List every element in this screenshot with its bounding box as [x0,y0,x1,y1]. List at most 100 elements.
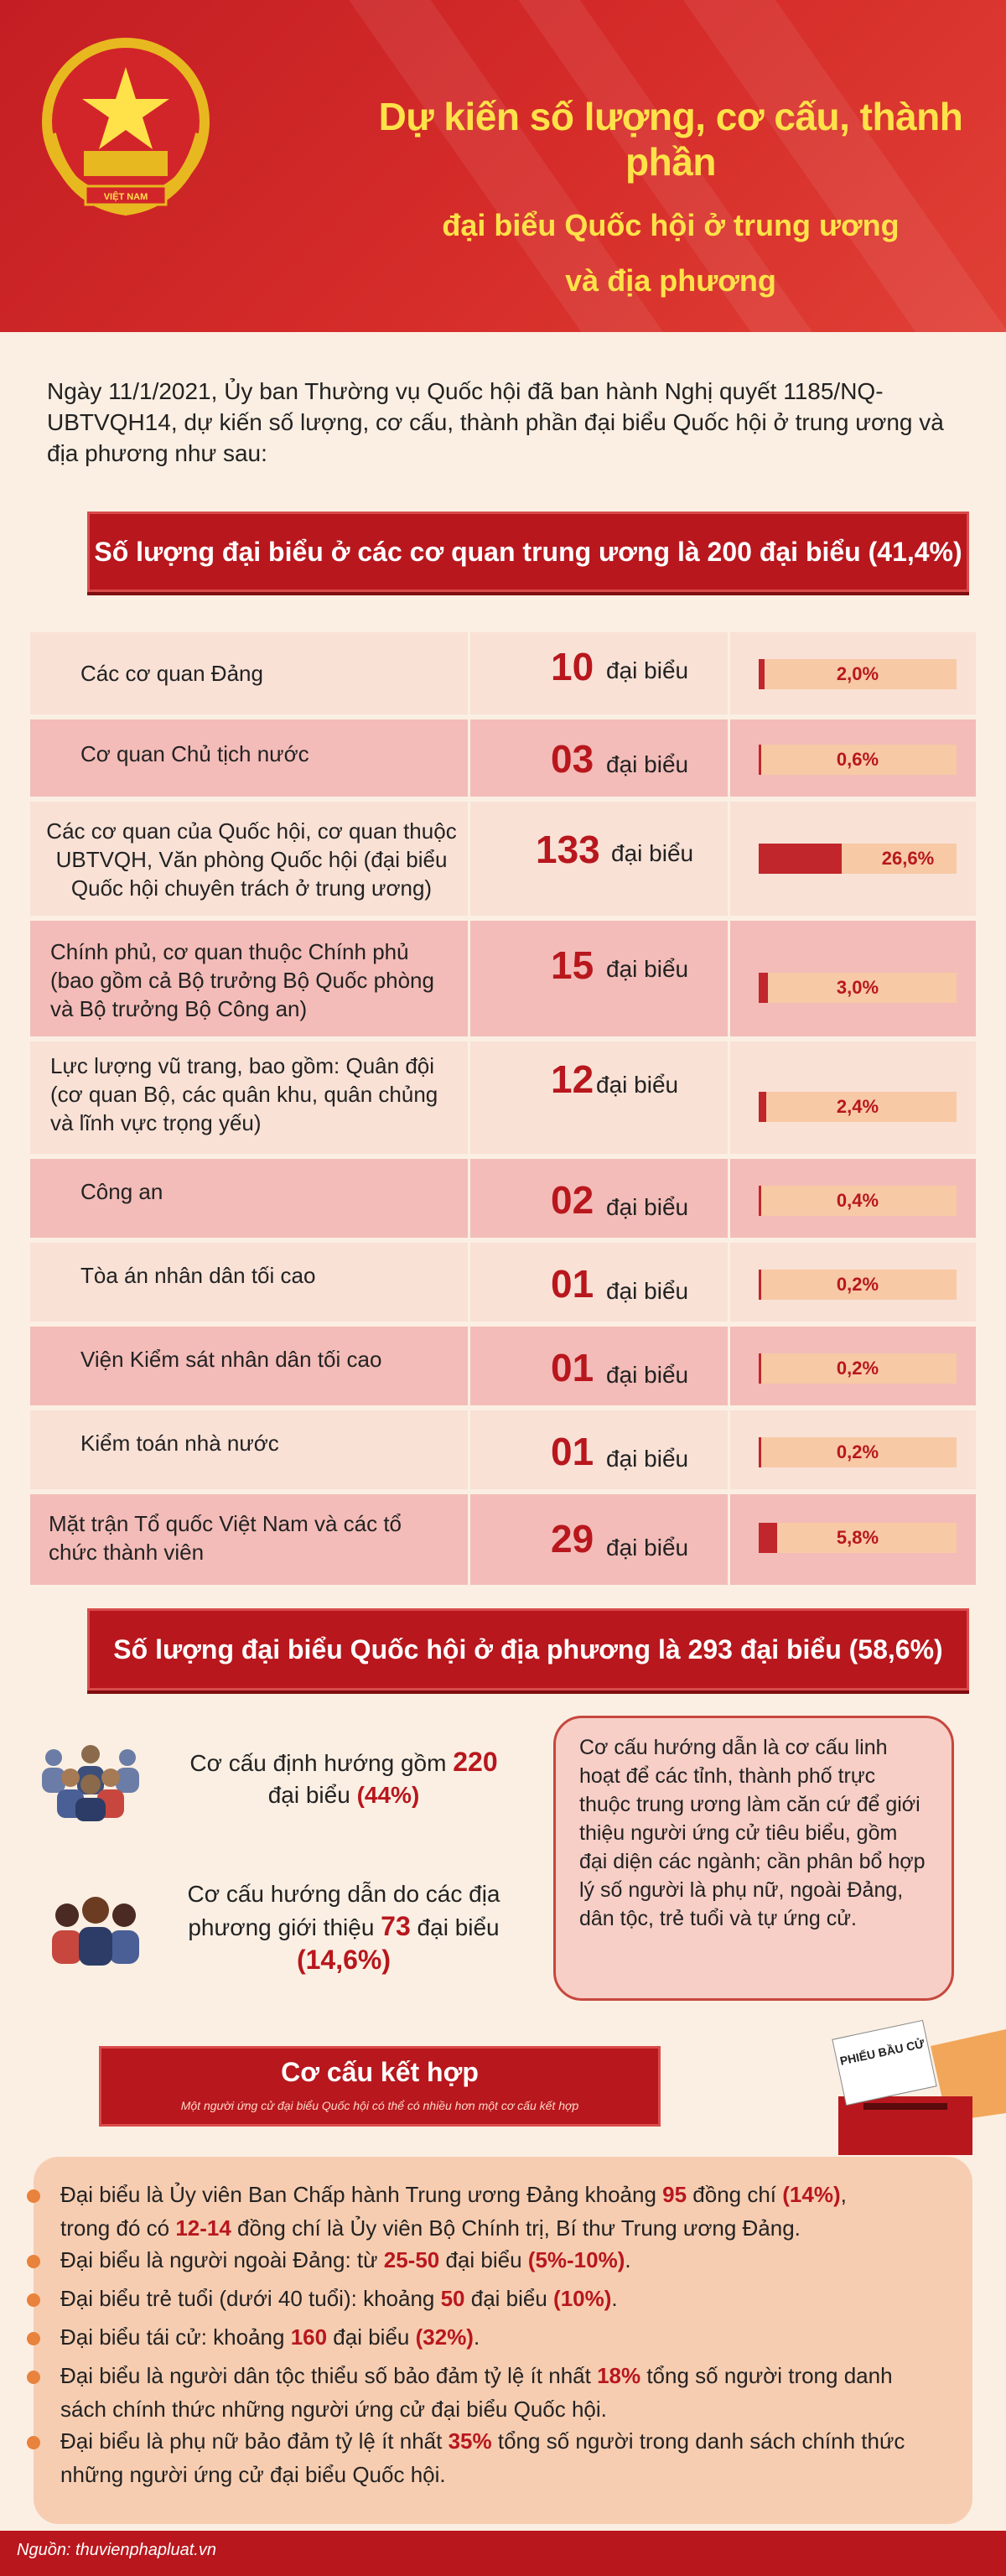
list-item-continued: trong đó có 12-14 đồng chí là Ủy viên Bộ… [60,2215,801,2241]
percent-label: 26,6% [881,848,935,869]
ballot-box-icon: PHIẾU BẦU CỬ [832,2019,1006,2155]
row-unit: đại biểu [606,1535,689,1561]
row-count: 02 [551,1178,594,1222]
row-unit: đại biểu [606,1362,689,1388]
people-group-icon [42,1745,139,1821]
list-item: Đại biểu là phụ nữ bảo đảm tỷ lệ ít nhất… [60,2428,905,2454]
title-line-3: và địa phương [565,263,776,298]
percent-label: 0,2% [836,1441,879,1462]
people-group-icon [52,1897,139,1966]
percent-bar-fill [759,659,765,689]
list-item-continued: những người ứng cử đại biểu Quốc hội. [60,2462,446,2487]
percent-bar: 5,8% [759,1523,957,1553]
percent-bar: 0,6% [759,745,957,775]
row-label: Kiểm toán nhà nước [80,1431,279,1456]
table-row: Lực lượng vũ trang, bao gồm: Quân đội (c… [30,1041,976,1154]
row-unit: đại biểu [606,751,689,777]
row-label: Tòa án nhân dân tối cao [80,1263,316,1288]
table-row: Cơ quan Chủ tịch nước 03 đại biểu 0,6% [30,719,976,797]
header-banner: VIỆT NAM Dự kiến số lượng, cơ cấu, thành… [0,0,1006,332]
percent-bar: 0,2% [759,1437,957,1467]
row-count: 133 [536,828,600,871]
percent-bar-fill [759,1437,761,1467]
percent-label: 3,0% [836,977,879,998]
list-item: Đại biểu là người ngoài Đảng: từ 25-50 đ… [60,2247,631,2272]
row-label: Lực lượng vũ trang, bao gồm: Quân đội (c… [50,1053,438,1135]
percent-bar: 26,6% [759,844,957,874]
combined-list [34,2157,972,2524]
percent-label: 2,4% [836,1096,879,1117]
row-unit: đại biểu [606,1446,689,1472]
list-item: Đại biểu là Ủy viên Ban Chấp hành Trung … [60,2182,847,2207]
row-label: Chính phủ, cơ quan thuộc Chính phủ (bao … [50,939,434,1021]
percent-bar: 3,0% [759,973,957,1003]
source-text: Nguồn: thuvienphapluat.vn [17,2541,216,2559]
row-label: Cơ quan Chủ tịch nước [80,741,309,766]
local-item-2-percent: (14,6%) [296,1945,392,1975]
combined-subtitle: Một người ứng cử đại biểu Quốc hội có th… [180,2099,579,2112]
percent-bar-fill [759,1092,766,1122]
local-item-1-number: 220 [453,1747,498,1777]
title-line-1: Dự kiến số lượng, cơ cấu, thành phần [378,95,963,184]
percent-label: 0,2% [836,1358,879,1379]
row-count: 03 [551,737,594,781]
percent-label: 5,8% [836,1527,879,1548]
row-unit: đại biểu [606,1194,689,1220]
row-unit: đại biểu [606,1278,689,1304]
row-label: Các cơ quan Đảng [80,661,263,686]
table-row: Chính phủ, cơ quan thuộc Chính phủ (bao … [30,921,976,1036]
local-item-2-number: 73 [381,1911,411,1941]
percent-bar-fill [759,844,843,874]
bullet-icon [27,2371,40,2384]
row-count: 29 [551,1517,594,1561]
local-item-2: Cơ cấu hướng dẫn do các địa phương giới … [187,1881,500,1975]
list-item: Đại biểu trẻ tuổi (dưới 40 tuổi): khoảng… [60,2286,618,2311]
percent-bar: 0,2% [759,1353,957,1384]
row-count: 15 [551,943,594,987]
percent-bar-fill [759,973,769,1003]
percent-bar-fill [759,745,761,775]
combined-title: Cơ cấu kết hợp [281,2057,479,2087]
row-label: Viện Kiểm sát nhân dân tối cao [80,1347,382,1372]
row-label: Các cơ quan của Quốc hội, cơ quan thuộc … [46,818,457,901]
row-count: 10 [551,645,594,688]
row-unit: đại biểu [606,657,689,683]
list-item: Đại biểu là người dân tộc thiểu số bảo đ… [60,2363,893,2388]
table-row: Mặt trận Tổ quốc Việt Nam và các tổ chức… [30,1494,976,1585]
page-title: Dự kiến số lượng, cơ cấu, thành phần đại… [335,94,1006,299]
central-banner: Số lượng đại biểu ở các cơ quan trung ươ… [87,512,969,592]
bullet-icon [27,2332,40,2345]
percent-label: 0,4% [836,1190,879,1211]
row-count: 01 [551,1430,594,1473]
svg-text:VIỆT NAM: VIỆT NAM [104,191,148,202]
combined-banner: Cơ cấu kết hợp Một người ứng cử đại biểu… [99,2046,661,2127]
callout-box: Cơ cấu hướng dẫn là cơ cấu linh hoạt để … [553,1716,954,2001]
local-item-1-percent: (44%) [356,1782,420,1808]
percent-bar-fill [759,1523,777,1553]
row-count: 12 [551,1057,594,1101]
row-unit: đại biểu [596,1072,679,1098]
row-unit: đại biểu [611,840,694,866]
percent-bar: 0,2% [759,1270,957,1300]
list-item-continued: sách chính thức những người ứng cử đại b… [60,2397,607,2422]
percent-bar-fill [759,1186,761,1216]
table-row: Kiểm toán nhà nước 01 đại biểu 0,2% [30,1410,976,1489]
bullet-icon [27,2293,40,2307]
row-label: Mặt trận Tổ quốc Việt Nam và các tổ chức… [49,1511,402,1565]
percent-bar-fill [759,1353,761,1384]
table-row: Các cơ quan Đảng 10 đại biểu 2,0% [30,632,976,714]
local-banner: Số lượng đại biểu Quốc hội ở địa phương … [87,1608,969,1690]
bullet-icon [27,2436,40,2449]
row-unit: đại biểu [606,956,689,982]
local-item-1: Cơ cấu định hướng gồm 220 đại biểu (44%) [189,1747,498,1808]
row-count: 01 [551,1346,594,1389]
intro-paragraph: Ngày 11/1/2021, Ủy ban Thường vụ Quốc hộ… [47,378,944,466]
percent-bar: 0,4% [759,1186,957,1216]
list-item: Đại biểu tái cử: khoảng 160 đại biểu (32… [60,2324,480,2350]
table-row: Công an 02 đại biểu 0,4% [30,1159,976,1238]
percent-bar: 2,4% [759,1092,957,1122]
percent-bar-fill [759,1270,761,1300]
percent-bar: 2,0% [759,659,957,689]
table-row: Tòa án nhân dân tối cao 01 đại biểu 0,2% [30,1243,976,1322]
row-label: Công an [80,1179,163,1204]
